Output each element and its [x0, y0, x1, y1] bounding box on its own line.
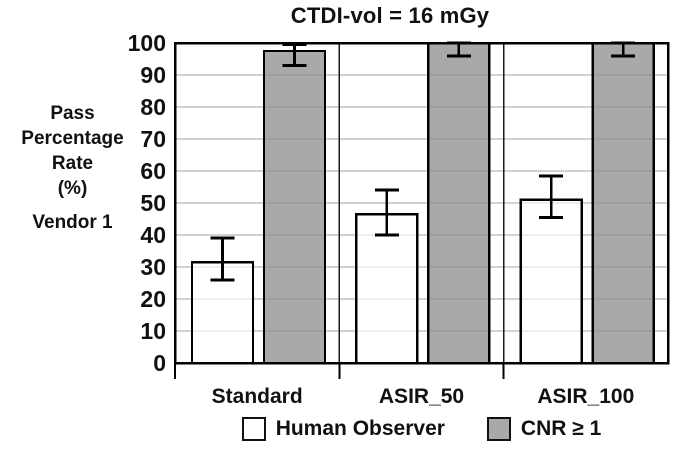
y-axis-label: Pass Percentage Rate (%) Vendor 1 [5, 101, 140, 235]
x-category-label: ASIR_100 [537, 385, 634, 408]
x-category-label: Standard [212, 385, 303, 408]
legend-label: Human Observer [275, 417, 445, 440]
chart-title: CTDI-vol = 16 mGy [290, 3, 490, 28]
legend-swatch [486, 417, 511, 441]
bar [355, 213, 419, 365]
y-tick-label: 10 [140, 318, 166, 344]
bar [591, 41, 655, 365]
y-tick-label: 50 [140, 190, 166, 216]
legend-swatch [241, 417, 266, 441]
plot-border [173, 41, 670, 365]
y-axis-label-line: (%) [57, 178, 88, 199]
legend-item: CNR ≥ 1 [486, 417, 602, 441]
legend-item: Human Observer [241, 417, 445, 441]
y-axis-label-line: Percentage [21, 128, 124, 149]
y-tick-label: 100 [128, 30, 166, 56]
y-tick-label: 40 [140, 222, 166, 248]
vendor-label: Vendor 1 [32, 212, 113, 233]
y-tick-label: 60 [140, 158, 166, 184]
y-tick-label: 30 [140, 254, 166, 280]
y-tick-label: 70 [140, 126, 166, 152]
y-axis-label-line: Pass [50, 103, 95, 124]
y-tick-label: 20 [140, 286, 166, 312]
bar [262, 49, 327, 365]
y-tick-label: 80 [140, 94, 166, 120]
y-tick-label: 90 [140, 62, 166, 88]
y-tick-label: 0 [153, 350, 166, 376]
x-category-label: ASIR_50 [379, 385, 464, 408]
legend-label: CNR ≥ 1 [520, 417, 602, 440]
y-axis-label-line: Rate [51, 153, 94, 174]
bar-chart: 0 10 20 30 40 50 60 70 80 90 100 Standard ASIR_50 ASI… [128, 30, 670, 408]
chart-legend: Human Observer CNR ≥ 1 [175, 413, 668, 445]
bar [519, 198, 583, 365]
